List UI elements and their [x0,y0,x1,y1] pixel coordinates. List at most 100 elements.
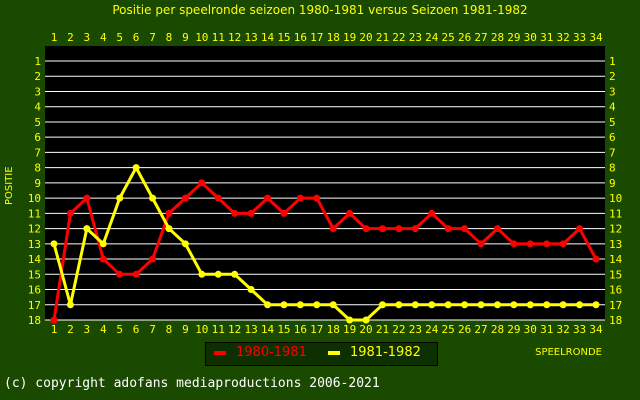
y-tick-label-left: 10 [28,192,41,205]
x-tick-label-top: 10 [195,31,208,44]
x-tick-label-bottom: 19 [343,323,356,336]
y-tick-label-right: 15 [609,268,622,281]
x-tick-label-top: 17 [310,31,323,44]
data-point-1981-1982 [461,301,469,309]
x-tick-label-top: 5 [116,31,123,44]
data-point-1980-1981 [165,209,173,217]
y-tick-label-right: 2 [609,70,616,83]
y-tick-label-left: 8 [34,162,41,175]
data-point-1980-1981 [313,194,321,202]
x-tick-label-top: 33 [573,31,586,44]
data-point-1981-1982 [477,301,485,309]
data-point-1980-1981 [444,225,452,233]
data-point-1981-1982 [493,301,501,309]
data-point-1980-1981 [66,209,74,217]
x-tick-label-top: 13 [244,31,257,44]
data-point-1980-1981 [280,209,288,217]
data-point-1980-1981 [231,209,239,217]
x-tick-label-top: 29 [507,31,520,44]
x-tick-label-top: 9 [182,31,189,44]
x-tick-label-top: 22 [392,31,405,44]
x-tick-label-bottom: 21 [376,323,389,336]
x-tick-label-top: 11 [212,31,225,44]
data-point-1980-1981 [116,270,124,278]
data-point-1981-1982 [296,301,304,309]
series-line-1981-1982 [52,164,596,322]
y-tick-label-right: 12 [609,223,622,236]
x-tick-label-bottom: 8 [166,323,173,336]
data-point-1980-1981 [378,225,386,233]
x-tick-label-top: 34 [589,31,603,44]
data-point-1980-1981 [411,225,419,233]
data-point-1981-1982 [329,301,337,309]
x-tick-label-bottom: 16 [294,323,307,336]
copyright-text: (c) copyright adofans mediaproductions 2… [4,376,380,391]
data-point-1980-1981 [362,225,370,233]
y-tick-label-left: 2 [34,70,41,83]
y-tick-label-left: 12 [28,223,41,236]
legend: 1980-1981 1981-1982 [205,342,438,366]
data-point-1981-1982 [181,240,189,248]
x-tick-label-top: 3 [84,31,91,44]
y-tick-label-right: 6 [609,131,616,144]
x-tick-label-bottom: 3 [84,323,91,336]
data-point-1981-1982 [444,301,452,309]
x-tick-label-top: 4 [100,31,107,44]
x-tick-label-bottom: 4 [100,323,107,336]
data-point-1981-1982 [362,316,370,324]
data-point-1980-1981 [395,225,403,233]
data-point-1981-1982 [247,286,255,294]
data-point-1980-1981 [592,255,600,263]
x-tick-label-bottom: 18 [327,323,340,336]
data-point-1980-1981 [559,240,567,248]
x-tick-label-top: 19 [343,31,356,44]
x-tick-label-top: 20 [359,31,372,44]
x-tick-label-bottom: 10 [195,323,208,336]
x-tick-label-bottom: 20 [359,323,372,336]
data-point-1980-1981 [493,225,501,233]
data-point-1981-1982 [526,301,534,309]
x-tick-label-top: 32 [557,31,570,44]
data-point-1981-1982 [165,225,173,233]
y-tick-label-right: 14 [609,253,623,266]
data-point-1981-1982 [50,240,58,248]
y-tick-label-left: 14 [28,253,42,266]
data-point-1981-1982 [132,164,140,172]
data-point-1980-1981 [576,225,584,233]
y-tick-label-right: 4 [609,101,616,114]
y-tick-label-left: 1 [34,55,41,68]
x-tick-label-top: 12 [228,31,241,44]
x-axis-label: SPEELRONDE [535,347,602,358]
y-tick-label-left: 16 [28,284,41,297]
x-tick-label-bottom: 29 [507,323,520,336]
x-tick-label-bottom: 33 [573,323,586,336]
x-tick-label-top: 14 [261,31,275,44]
data-point-1981-1982 [214,270,222,278]
data-point-1980-1981 [132,270,140,278]
data-point-1980-1981 [329,225,337,233]
x-tick-label-top: 25 [442,31,455,44]
y-tick-label-left: 17 [28,299,41,312]
y-tick-label-right: 13 [609,238,622,251]
x-tick-label-bottom: 6 [133,323,140,336]
x-tick-label-bottom: 25 [442,323,455,336]
data-point-1980-1981 [247,209,255,217]
data-point-1981-1982 [264,301,272,309]
data-point-1981-1982 [66,301,74,309]
data-point-1981-1982 [378,301,386,309]
y-tick-label-right: 10 [609,192,622,205]
y-tick-label-right: 9 [609,177,616,190]
x-tick-label-bottom: 31 [540,323,553,336]
data-point-1980-1981 [510,240,518,248]
legend-swatch-red [214,350,226,355]
data-point-1981-1982 [116,194,124,202]
x-tick-label-top: 2 [67,31,74,44]
x-tick-label-top: 26 [458,31,471,44]
x-tick-label-bottom: 27 [474,323,487,336]
data-point-1981-1982 [99,240,107,248]
data-point-1980-1981 [461,225,469,233]
data-point-1980-1981 [296,194,304,202]
x-tick-label-top: 24 [425,31,439,44]
y-tick-label-right: 5 [609,116,616,129]
y-tick-label-left: 3 [34,85,41,98]
